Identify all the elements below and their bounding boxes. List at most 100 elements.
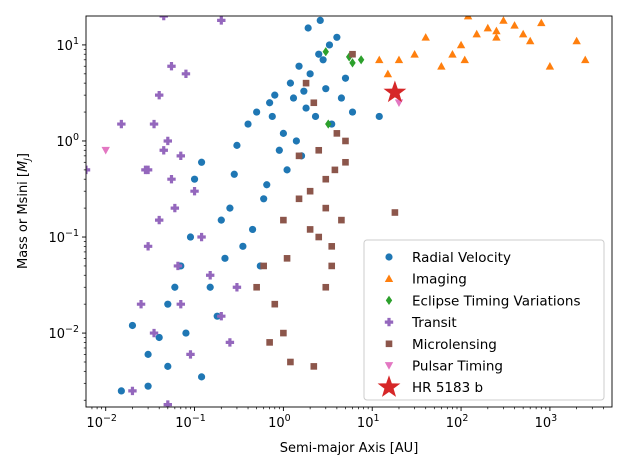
- x-tick-label: 100: [268, 413, 291, 431]
- data-point-microlensing: [295, 195, 303, 203]
- data-point-hr-5183-b: [383, 80, 407, 103]
- data-point-transit: [225, 338, 235, 347]
- data-point-transit: [159, 16, 168, 21]
- data-point-radial-velocity: [263, 181, 271, 189]
- data-point-microlensing: [310, 363, 318, 370]
- data-point-microlensing: [322, 175, 330, 183]
- legend-label-radial-velocity: Radial Velocity: [412, 250, 511, 266]
- data-point-radial-velocity: [275, 146, 283, 154]
- data-point-imaging: [499, 16, 508, 24]
- tick-base: 10: [56, 39, 73, 54]
- data-point-transit: [141, 165, 150, 175]
- tick-exponent: 1: [73, 36, 79, 47]
- data-point-transit: [176, 299, 185, 309]
- legend-label-hr-5183-b: HR 5183 b: [412, 380, 483, 396]
- legend-label-transit: Transit: [411, 315, 457, 331]
- data-point-radial-velocity: [322, 85, 330, 93]
- y-tick-label: 100: [56, 132, 79, 150]
- tick-base: 10: [268, 416, 285, 431]
- series-transit: [86, 16, 242, 407]
- tick-base: 10: [86, 416, 103, 431]
- data-point-imaging: [394, 55, 404, 64]
- legend-marker-hr-5183-b: [377, 375, 401, 397]
- data-point-microlensing: [338, 216, 345, 224]
- x-tick-label: 10−2: [86, 413, 117, 431]
- data-point-transit: [217, 311, 226, 321]
- data-point-transit: [197, 232, 206, 242]
- data-point-radial-velocity: [341, 74, 350, 82]
- legend-marker-microlensing: [385, 340, 393, 348]
- data-point-radial-velocity: [248, 225, 257, 234]
- data-point-transit: [186, 350, 195, 359]
- data-point-microlensing: [302, 79, 310, 87]
- data-point-radial-velocity: [144, 350, 152, 358]
- data-point-eclipse-timing-variations: [349, 58, 356, 68]
- data-point-imaging: [525, 36, 535, 45]
- data-point-microlensing: [271, 300, 279, 308]
- data-point-imaging: [572, 36, 581, 45]
- data-point-radial-velocity: [190, 175, 199, 183]
- data-point-radial-velocity: [230, 170, 238, 178]
- legend-marker-eclipse-timing-variations: [385, 295, 393, 305]
- data-point-transit: [217, 16, 226, 25]
- tick-base: 10: [535, 416, 552, 431]
- data-point-imaging: [492, 26, 501, 35]
- data-point-radial-velocity: [164, 300, 172, 308]
- legend-label-imaging: Imaging: [412, 272, 467, 288]
- legend-marker-transit: [384, 317, 394, 327]
- data-point-imaging: [410, 50, 419, 58]
- tick-base: 10: [48, 327, 65, 342]
- data-point-transit: [205, 271, 215, 280]
- x-tick-label: 103: [535, 413, 558, 431]
- legend-marker-radial-velocity: [385, 253, 393, 261]
- data-point-transit: [149, 119, 159, 129]
- data-point-imaging: [421, 33, 430, 41]
- tick-exponent: 2: [462, 413, 468, 424]
- data-point-radial-velocity: [197, 373, 206, 381]
- data-point-radial-velocity: [289, 94, 298, 102]
- data-point-imaging: [383, 69, 393, 78]
- data-point-radial-velocity: [206, 283, 214, 291]
- legend: Radial Velocity Imaging Eclipse Timing Var…: [363, 239, 605, 401]
- data-point-radial-velocity: [286, 79, 295, 87]
- data-point-transit: [163, 400, 173, 407]
- x-axis-label: Semi-major Axis [AU]: [280, 441, 419, 456]
- y-tick-label: 10−1: [48, 228, 79, 246]
- y-axis-label: Mass or Msini [MJ]: [16, 153, 33, 269]
- points-layer: [86, 16, 590, 407]
- y-tick-label: 10−2: [48, 324, 79, 342]
- series-imaging: [375, 16, 590, 78]
- data-point-radial-velocity: [164, 362, 172, 370]
- tick-exponent: −2: [103, 413, 117, 424]
- legend-marker-pulsar-timing: [384, 362, 394, 370]
- data-point-microlensing: [333, 130, 341, 137]
- data-point-radial-velocity: [348, 108, 357, 116]
- data-point-radial-velocity: [337, 94, 346, 102]
- data-point-transit: [167, 62, 176, 71]
- data-point-microlensing: [306, 187, 314, 195]
- data-point-radial-velocity: [197, 158, 206, 166]
- data-point-radial-velocity: [292, 137, 300, 145]
- data-point-radial-velocity: [333, 33, 341, 41]
- data-point-microlensing: [310, 99, 318, 107]
- data-point-radial-velocity: [311, 112, 320, 121]
- data-point-microlensing: [391, 209, 399, 216]
- data-point-radial-velocity: [128, 321, 137, 330]
- data-point-imaging: [437, 62, 446, 70]
- data-point-radial-velocity: [226, 204, 234, 212]
- y-axis-label-close: ]: [16, 153, 31, 158]
- data-point-radial-velocity: [319, 56, 327, 64]
- data-point-pulsar-timing: [101, 146, 110, 155]
- data-point-imaging: [537, 18, 546, 27]
- tick-exponent: −2: [65, 324, 79, 335]
- tick-exponent: −1: [65, 228, 79, 239]
- data-point-radial-velocity: [295, 62, 303, 70]
- data-point-radial-velocity: [171, 283, 179, 291]
- data-point-imaging: [545, 62, 555, 70]
- data-point-radial-velocity: [260, 195, 268, 203]
- data-point-radial-velocity: [304, 24, 312, 32]
- data-point-microlensing: [322, 204, 330, 212]
- data-point-radial-velocity: [221, 254, 229, 262]
- data-point-transit: [149, 328, 159, 338]
- tick-base: 10: [56, 135, 73, 150]
